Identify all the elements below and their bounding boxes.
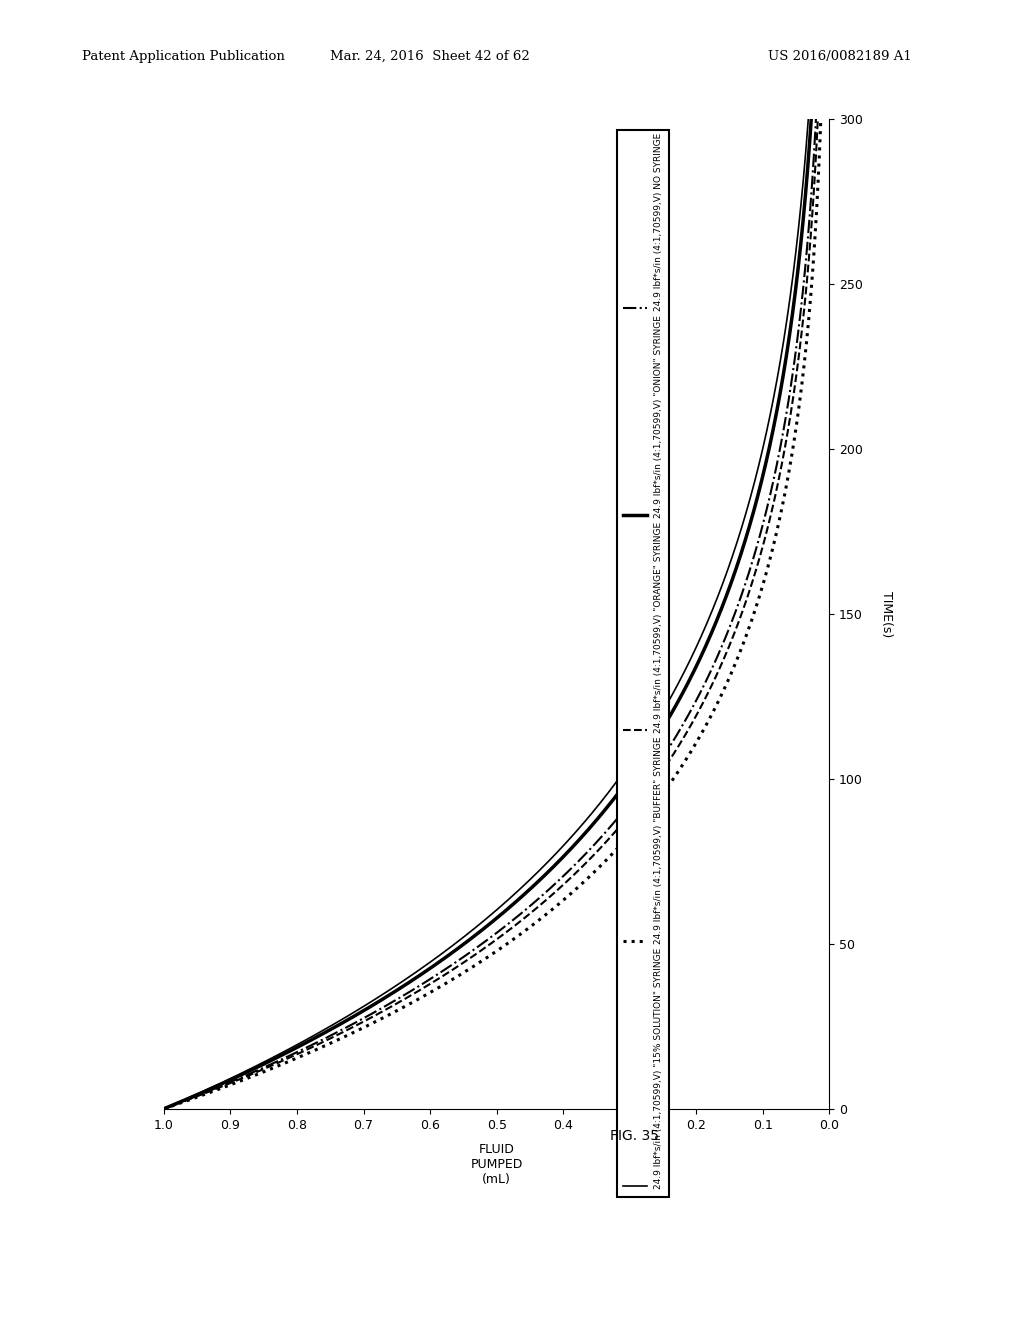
X-axis label: FLUID
PUMPED
(mL): FLUID PUMPED (mL) <box>470 1143 523 1185</box>
Text: FIG. 35: FIG. 35 <box>610 1129 659 1143</box>
Text: US 2016/0082189 A1: US 2016/0082189 A1 <box>768 50 911 63</box>
Text: Mar. 24, 2016  Sheet 42 of 62: Mar. 24, 2016 Sheet 42 of 62 <box>330 50 530 63</box>
Y-axis label: TIME(s): TIME(s) <box>880 590 893 638</box>
Legend: 24.9 lbf*s/in (4:1,70599,V) NO SYRINGE, 24.9 lbf*s/in (4:1,70599,V) "ONION" SYRI: 24.9 lbf*s/in (4:1,70599,V) NO SYRINGE, … <box>617 129 669 1197</box>
Text: Patent Application Publication: Patent Application Publication <box>82 50 285 63</box>
